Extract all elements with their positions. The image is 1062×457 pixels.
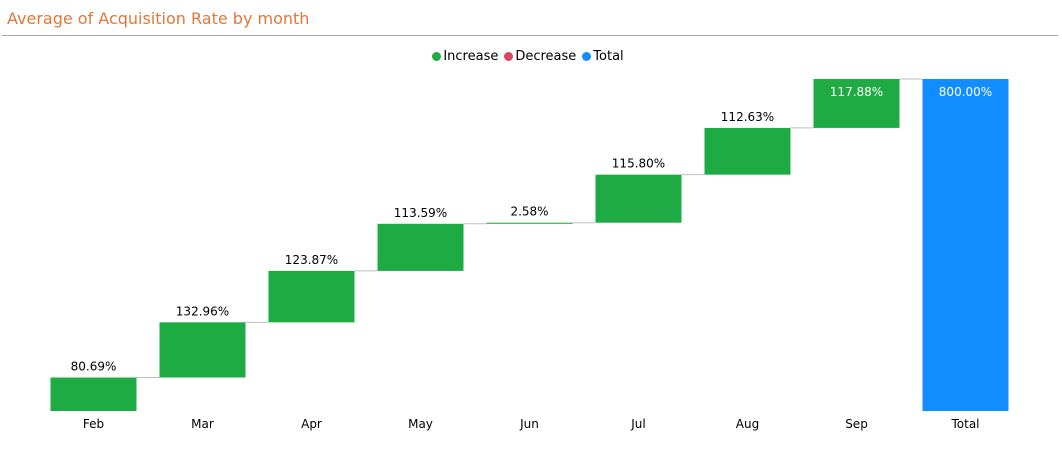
x-tick-label-aug: Aug <box>736 417 759 431</box>
bar-total <box>922 79 1009 411</box>
x-tick-label-mar: Mar <box>191 417 214 431</box>
x-tick-label-jul: Jul <box>630 417 645 431</box>
data-label-sep: 117.88% <box>830 85 883 99</box>
data-label-mar: 132.96% <box>176 304 229 318</box>
chart-legend: Increase Decrease Total <box>0 49 1062 64</box>
chart-title: Average of Acquisition Rate by month <box>7 9 310 28</box>
legend-increase-marker <box>432 52 442 61</box>
legend-total-label: Total <box>593 49 624 64</box>
bar-sep <box>813 79 900 128</box>
bar-may <box>377 223 464 271</box>
data-label-apr: 123.87% <box>285 253 338 267</box>
x-tick-label-apr: Apr <box>301 417 322 431</box>
legend-decrease-label: Decrease <box>515 49 577 64</box>
x-tick-label-feb: Feb <box>83 417 104 431</box>
data-label-jun: 2.58% <box>510 205 548 219</box>
bar-jun <box>486 222 573 224</box>
bar-apr <box>268 270 355 323</box>
data-label-aug: 112.63% <box>721 110 774 124</box>
data-label-may: 113.59% <box>394 206 447 220</box>
legend-item-total[interactable]: Total <box>582 49 624 64</box>
bar-aug <box>704 127 791 175</box>
bar-feb <box>50 377 137 411</box>
data-label-feb: 80.69% <box>71 360 117 374</box>
legend-item-decrease[interactable]: Decrease <box>504 49 576 64</box>
title-divider <box>2 35 1058 36</box>
x-tick-label-total: Total <box>950 417 979 431</box>
legend-increase-label: Increase <box>443 49 499 64</box>
data-label-total: 800.00% <box>939 85 992 99</box>
x-tick-label-jun: Jun <box>519 417 539 431</box>
legend-decrease-marker <box>504 52 514 61</box>
x-tick-label-sep: Sep <box>845 417 868 431</box>
bar-mar <box>159 322 246 378</box>
x-tick-label-may: May <box>408 417 433 431</box>
data-label-jul: 115.80% <box>612 157 665 171</box>
bar-jul <box>595 174 682 223</box>
legend-total-marker <box>582 52 592 61</box>
legend-item-increase[interactable]: Increase <box>432 49 498 64</box>
